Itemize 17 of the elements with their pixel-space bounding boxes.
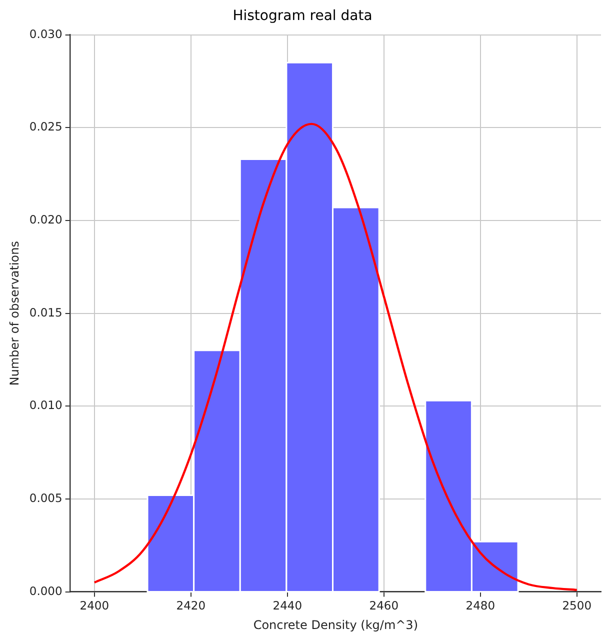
chart-title: Histogram real data: [232, 8, 372, 24]
line-series: [93, 122, 578, 592]
y-tick-label: 0.005: [29, 490, 62, 505]
x-tick-label: 2400: [80, 598, 110, 613]
x-tick-label: 2460: [369, 598, 399, 613]
x-tick-label: 2440: [272, 598, 302, 613]
y-tick-label: 0.000: [29, 584, 62, 598]
x-tick-label: 2480: [466, 598, 496, 613]
y-tick-label: 0.010: [29, 398, 62, 412]
x-axis-title: Concrete Density (kg/m^3): [253, 618, 418, 632]
y-tick-label: 0.015: [29, 305, 62, 320]
x-tick-label: 2420: [176, 598, 206, 613]
y-tick-label: 0.030: [29, 26, 62, 41]
y-tick-label: 0.025: [29, 120, 62, 134]
x-tick-label: 2500: [562, 598, 592, 613]
y-axis-title: Number of observations: [7, 240, 22, 386]
y-tick-label: 0.020: [29, 212, 62, 226]
